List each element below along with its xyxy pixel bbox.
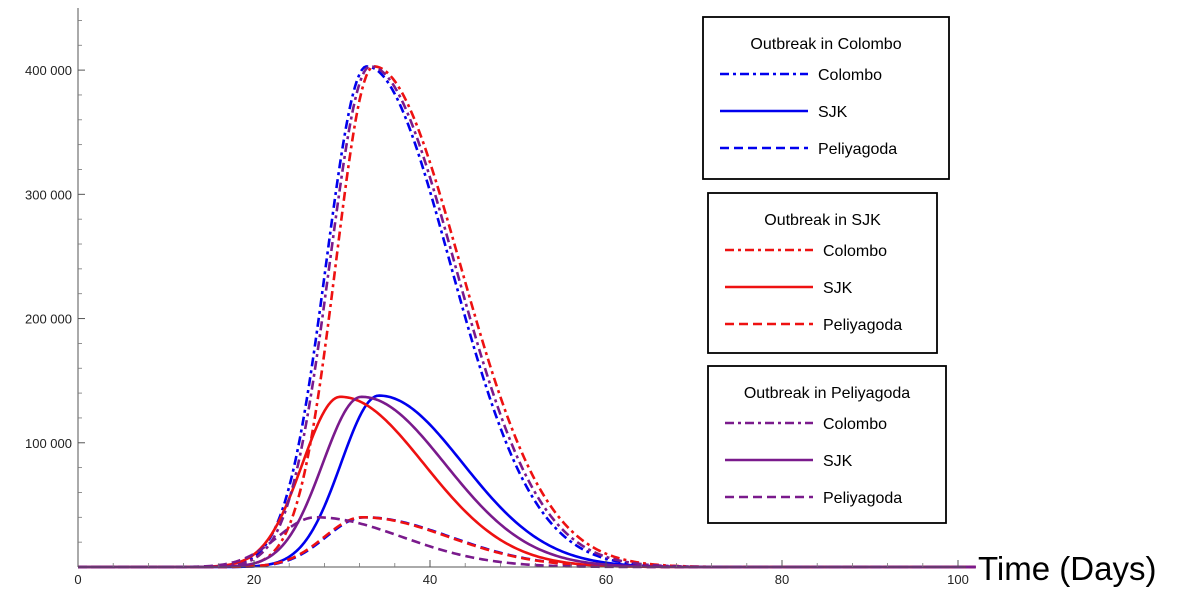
x-tick-label: 60 — [599, 572, 613, 587]
legend-label-sjk: SJK — [818, 104, 848, 121]
x-axis-label: Time (Days) — [978, 550, 1156, 587]
legend-label-peliyagoda: Peliyagoda — [823, 490, 902, 507]
x-tick-label: 20 — [247, 572, 261, 587]
legend-label-colombo: Colombo — [818, 67, 882, 84]
x-tick-label: 80 — [775, 572, 789, 587]
y-tick-label: 100 000 — [25, 436, 72, 451]
legend-label-colombo: Colombo — [823, 416, 887, 433]
y-ticks: 100 000 200 000 300 000 400 000 — [25, 20, 85, 543]
x-tick-label: 100 — [947, 572, 969, 587]
plot-area: 0 20 40 60 80 100 100 000 200 000 300 000 400 00… — [25, 8, 1156, 587]
legend-group-1: Outbreak in SJK Colombo SJK Peliyagoda — [707, 192, 938, 354]
series-line-peliyagoda-1 — [78, 516, 976, 569]
legend-title: Outbreak in Colombo — [750, 36, 901, 53]
legend: Outbreak in ColomboColomboSJKPeliyagodaO… — [702, 16, 950, 524]
legend-box — [702, 16, 950, 180]
legend-label-colombo: Colombo — [823, 243, 887, 260]
y-tick-label: 200 000 — [25, 312, 72, 327]
legend-box — [707, 192, 938, 354]
legend-label-peliyagoda: Peliyagoda — [818, 141, 897, 158]
x-tick-label: 0 — [74, 572, 81, 587]
legend-label-peliyagoda: Peliyagoda — [823, 317, 902, 334]
x-ticks: 0 20 40 60 80 100 — [74, 560, 969, 587]
series-line-peliyagoda-2 — [78, 516, 976, 569]
legend-label-sjk: SJK — [823, 280, 853, 297]
legend-group-0: Outbreak in Colombo Colombo SJK Peliyagoda — [702, 16, 950, 180]
legend-title: Outbreak in SJK — [764, 212, 881, 229]
y-tick-label: 300 000 — [25, 187, 72, 202]
legend-title: Outbreak in Peliyagoda — [744, 385, 910, 402]
y-tick-label: 400 000 — [25, 63, 72, 78]
legend-label-sjk: SJK — [823, 453, 853, 470]
legend-group-2: Outbreak in Peliyagoda Colombo SJK Peliyago… — [707, 365, 947, 524]
x-tick-label: 40 — [423, 572, 437, 587]
